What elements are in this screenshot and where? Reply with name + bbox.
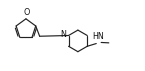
Text: HN: HN: [92, 32, 104, 41]
Text: N: N: [61, 30, 67, 39]
Text: O: O: [23, 8, 30, 17]
